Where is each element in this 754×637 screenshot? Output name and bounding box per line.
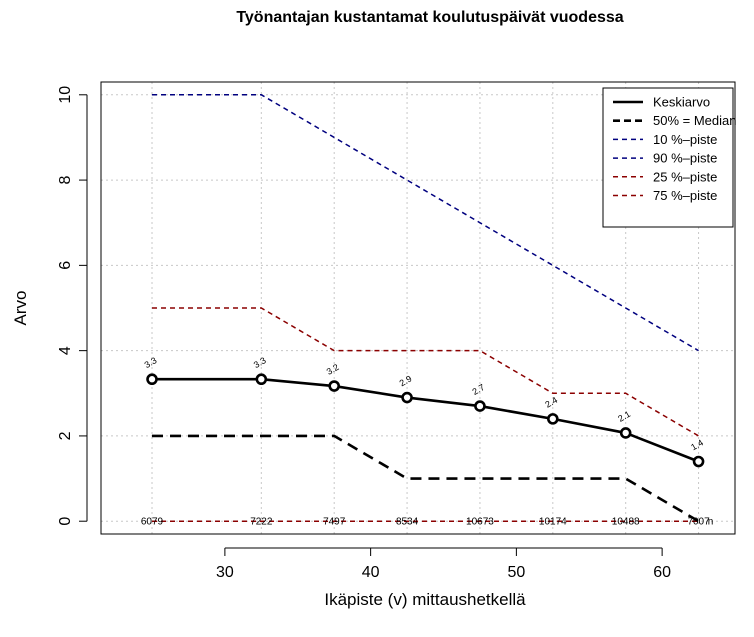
n-label-6: 10488: [612, 517, 640, 528]
legend-label-3: 90 %–piste: [653, 151, 717, 166]
series-group: [146, 94, 705, 523]
n-label-7: 7007: [687, 517, 710, 528]
n-label-4: 10673: [466, 517, 494, 528]
x-axis-label: Ikäpiste (v) mittaushetkellä: [324, 590, 526, 609]
n-marker-label: n: [708, 517, 714, 528]
mean-point-1: [255, 373, 268, 386]
mean-point-2: [328, 380, 340, 392]
legend-label-0: Keskiarvo: [653, 95, 710, 110]
axes: 30 40 50 60 0 2 4 6 8 10: [57, 86, 671, 581]
y-tick-label-0: 0: [57, 517, 74, 526]
n-label-3: 8534: [396, 517, 419, 528]
mean-label-1: 3.3: [252, 355, 268, 370]
x-tick-label-1: 40: [362, 564, 380, 581]
legend-label-5: 75 %–piste: [653, 188, 717, 203]
legend-label-2: 10 %–piste: [653, 132, 717, 147]
n-label-5: 10174: [539, 517, 567, 528]
mean-label-4: 2.7: [471, 382, 487, 397]
y-tick-label-5: 10: [57, 86, 74, 104]
legend-label-4: 25 %–piste: [653, 169, 717, 184]
y-axis-label: Arvo: [11, 291, 30, 326]
mean-point-0: [146, 373, 158, 386]
x-tick-label-3: 60: [653, 564, 671, 581]
mean-point-7: [692, 455, 705, 468]
x-tick-label-2: 50: [507, 564, 525, 581]
mean-label-3: 2.9: [398, 373, 414, 388]
y-tick-label-3: 6: [57, 261, 74, 270]
mean-point-6: [619, 427, 632, 439]
mean-point-4: [474, 400, 486, 412]
n-label-2: 7497: [323, 517, 346, 528]
series-line-0: [152, 377, 700, 463]
series-line-1: [152, 434, 700, 523]
mean-point-5: [547, 413, 559, 425]
n-label-1: 7222: [250, 517, 273, 528]
series-line-3: [152, 94, 699, 352]
y-tick-label-4: 8: [57, 176, 74, 185]
y-tick-label-2: 4: [57, 346, 74, 355]
plot-frame: [100, 81, 736, 535]
x-tick-label-0: 30: [216, 564, 234, 581]
legend-label-1: 50% = Median: [653, 113, 736, 128]
mean-label-5: 2.4: [543, 395, 559, 410]
mean-label-2: 3.2: [325, 362, 341, 377]
mean-label-0: 3.3: [143, 355, 159, 370]
y-tick-label-1: 2: [57, 431, 74, 440]
n-label-0: 6079: [141, 517, 164, 528]
legend: Keskiarvo 50% = Median 10 %–piste 90 %–pist…: [602, 87, 736, 228]
chart-title: Työnantajan kustantamat koulutuspäivät v…: [236, 9, 623, 26]
mean-point-3: [401, 391, 413, 404]
mean-label-6: 2.1: [616, 409, 632, 424]
mean-label-7: 1.4: [689, 437, 705, 452]
